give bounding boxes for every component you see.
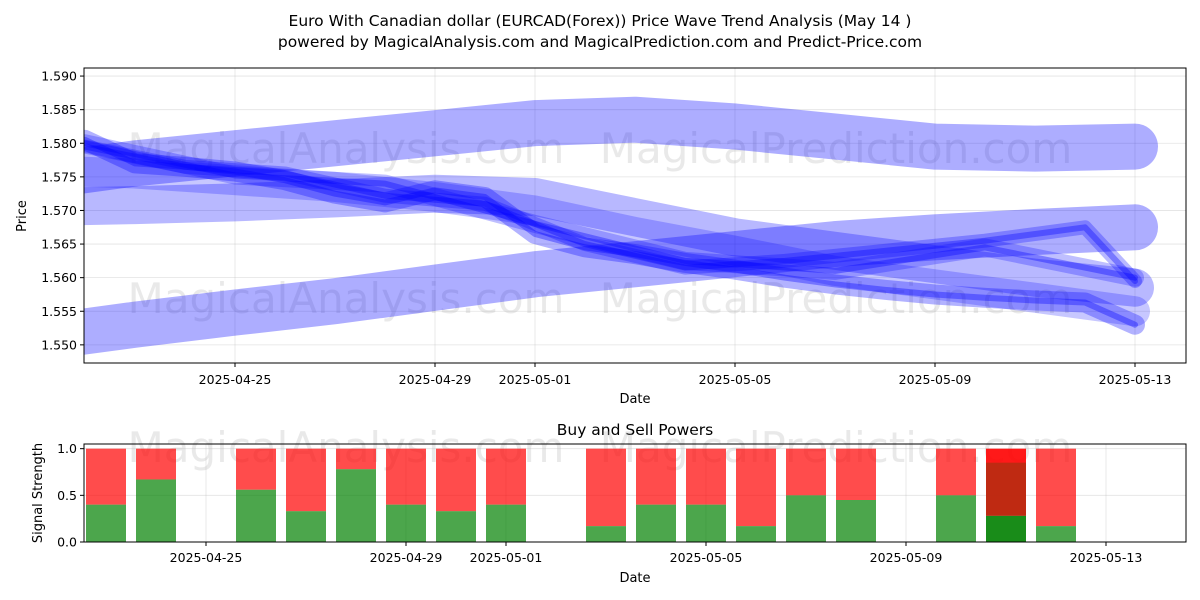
sell-power-bar [286,448,326,512]
buy-sell-x-axis-label: Date [619,571,650,586]
sell-power-bar [736,448,776,527]
wave-series-core [84,143,1138,284]
price-y-tick-label: 1.575 [41,169,77,184]
sell-power-bar [336,448,376,470]
wave-series-line [84,139,1142,288]
wave-series-core [84,136,1138,328]
price-x-ticks: 2025-04-25 2025-04-29 2025-05-01 2025-05-05… [199,363,1172,387]
buy-power-bar [636,504,676,542]
buy-power-bar [336,469,376,542]
buy-sell-y-tick-label: 1.0 [57,441,77,456]
buy-power-bar [936,495,976,542]
price-waves [84,96,1158,355]
sell-power-bar [586,448,626,527]
sell-power-bar [936,448,976,496]
wave-series-line [84,129,1145,335]
wave-series-line [84,156,1150,327]
wave-series-line [84,96,1158,194]
buy-sell-x-tick-label: 2025-04-29 [370,550,443,565]
price-x-axis-label: Date [619,392,650,407]
sell-power-bar [386,448,426,505]
chart-title: Euro With Canadian dollar (EURCAD(Forex)… [289,12,912,30]
buy-sell-x-tick-label: 2025-05-13 [1070,550,1143,565]
price-y-tick-label: 1.560 [41,270,77,285]
sell-power-bar [486,448,526,505]
price-y-tick-label: 1.570 [41,203,77,218]
price-wave-panel: MagicalAnalysis.com MagicalPrediction.co… [15,67,1187,407]
buy-sell-x-tick-label: 2025-05-01 [470,550,543,565]
price-watermarks: MagicalAnalysis.com MagicalPrediction.co… [128,124,1073,323]
buy-power-bar [436,511,476,542]
buy-sell-y-ticks: 0.0 0.5 1.0 [57,441,84,550]
watermark-analysis-mid: MagicalAnalysis.com [128,274,565,323]
buy-power-bar [86,504,126,542]
sell-power-bar [86,448,126,505]
chart-subtitle: powered by MagicalAnalysis.com and Magic… [278,33,922,51]
wave-series-line [84,134,1144,287]
buy-sell-axes-frame [83,443,1187,543]
buy-sell-x-ticks: 2025-04-25 2025-04-29 2025-05-01 2025-05-05… [170,542,1143,565]
buy-power-bar [1036,526,1076,542]
buy-power-bar [986,515,1026,542]
sell-power-bar [136,448,176,480]
sell-power-bar [686,448,726,505]
watermark-analysis-top: MagicalAnalysis.com [128,124,565,173]
buy-sell-x-tick-label: 2025-05-09 [870,550,943,565]
price-y-tick-label: 1.580 [41,136,77,151]
buy-sell-y-tick-label: 0.0 [57,535,77,550]
buy-sell-bars [86,448,1076,542]
buy-power-bar [686,504,726,542]
buy-power-bar [786,495,826,542]
sell-power-overlay [986,462,1026,516]
wave-series-core [84,140,1138,281]
sell-power-bar [836,448,876,500]
sell-power-bar [1036,448,1076,527]
watermark-prediction-top: MagicalPrediction.com [600,124,1073,173]
buy-power-bar [486,504,526,542]
buy-sell-x-tick-label: 2025-04-25 [170,550,243,565]
buy-power-bar [736,526,776,542]
buy-power-bar [586,526,626,542]
buy-power-bar [136,479,176,542]
buy-sell-x-tick-label: 2025-05-05 [670,550,743,565]
buy-power-bar [286,511,326,542]
sell-power-bar [986,448,1026,516]
buy-sell-title: Buy and Sell Powers [557,421,714,439]
buy-power-bar [386,504,426,542]
buy-sell-panel: Buy and Sell Powers MagicalAnalysis.com … [31,421,1187,586]
price-y-tick-label: 1.590 [41,69,77,84]
price-y-tick-label: 1.565 [41,237,77,252]
price-x-tick-label: 2025-04-29 [399,372,472,387]
buy-power-bar [236,489,276,542]
price-x-tick-label: 2025-05-05 [699,372,772,387]
price-grid [84,68,1186,363]
price-x-tick-label: 2025-05-13 [1099,372,1172,387]
sell-power-bar [236,448,276,490]
price-y-tick-label: 1.585 [41,102,77,117]
price-y-axis-label: Price [15,200,30,232]
wave-series-line [84,204,1158,355]
sell-power-bar [786,448,826,496]
buy-sell-y-axis-label: Signal Strength [31,443,46,543]
price-y-ticks: 1.550 1.555 1.560 1.565 1.570 1.575 1.580 1.585… [41,69,84,352]
price-axes-frame [83,67,1187,364]
price-y-tick-label: 1.550 [41,337,77,352]
buy-sell-y-tick-label: 0.5 [57,488,77,503]
price-x-tick-label: 2025-05-01 [499,372,572,387]
sell-power-bar [436,448,476,512]
price-y-tick-label: 1.555 [41,304,77,319]
price-x-tick-label: 2025-04-25 [199,372,272,387]
wave-series-line [84,174,1154,307]
watermark-prediction-mid: MagicalPrediction.com [600,274,1073,323]
price-x-tick-label: 2025-05-09 [899,372,972,387]
sell-power-bar [636,448,676,505]
buy-power-bar [836,500,876,542]
